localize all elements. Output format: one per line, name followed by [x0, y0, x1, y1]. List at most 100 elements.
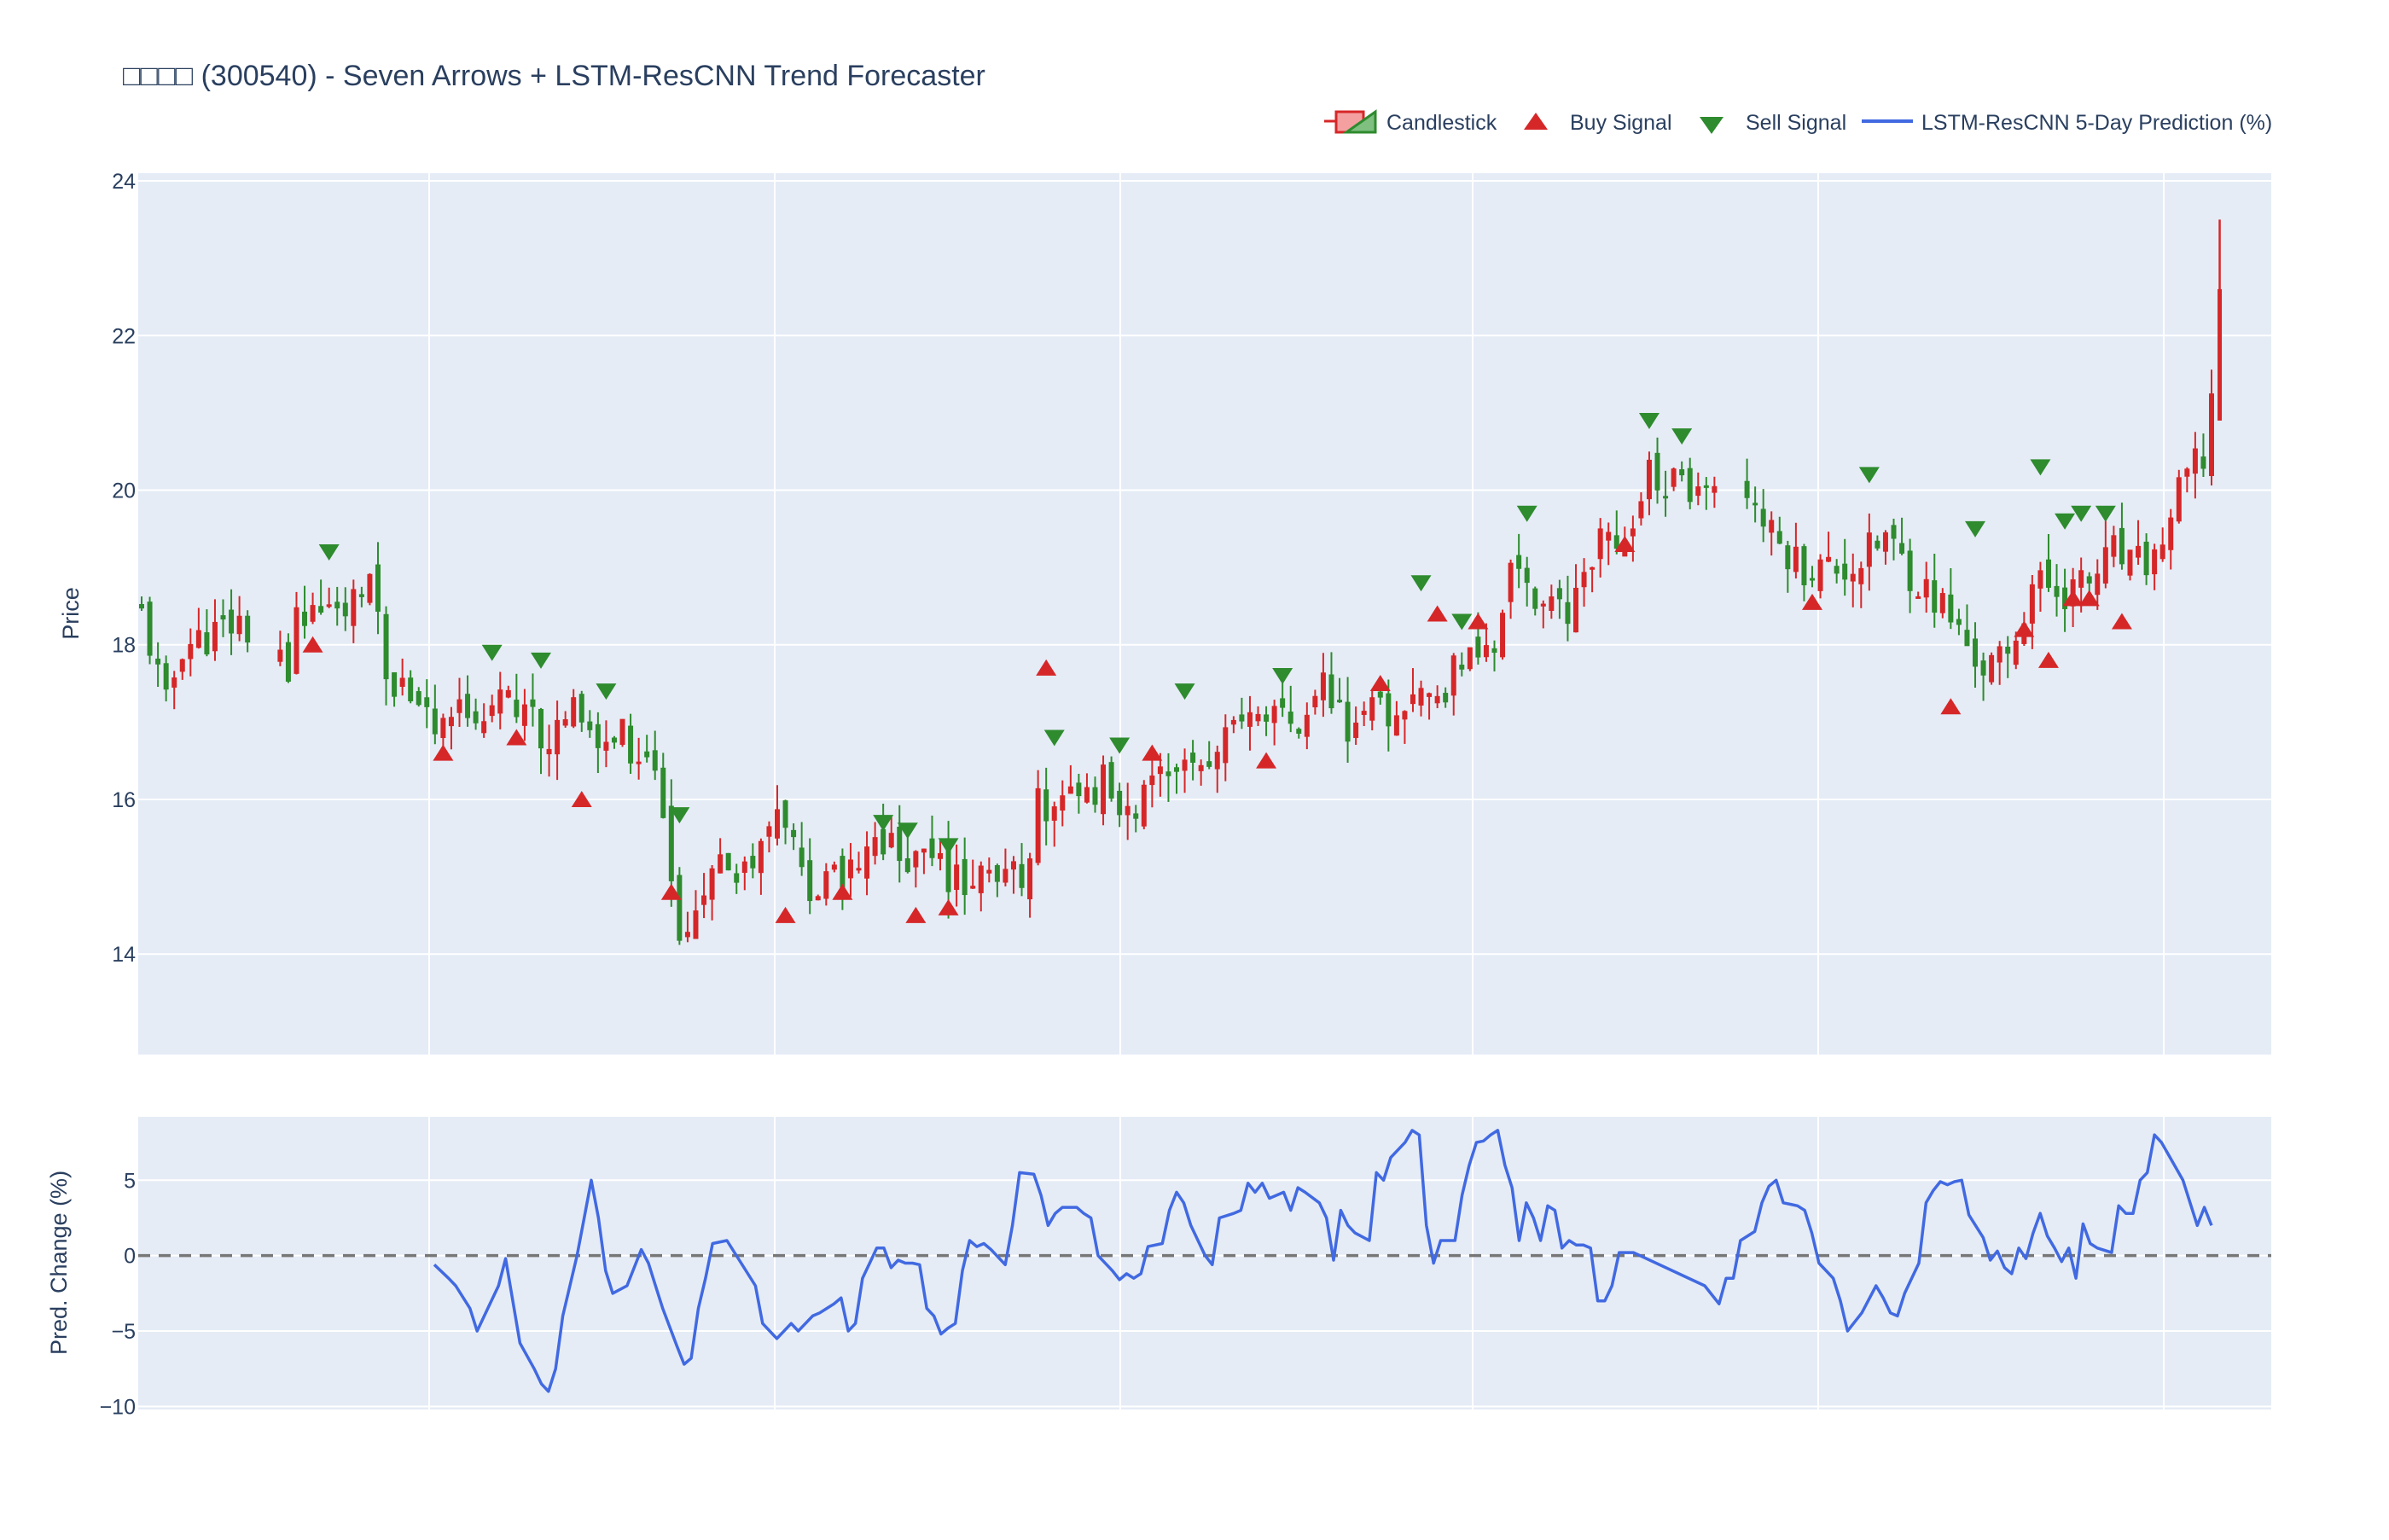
candle [236, 596, 242, 642]
sell-signal-marker [1965, 520, 1986, 538]
candle [1679, 461, 1685, 482]
candle-body [2218, 288, 2223, 421]
candle-body [334, 601, 340, 609]
sell-signal-series [318, 412, 2116, 855]
candle [1932, 553, 1938, 628]
candle [2200, 433, 2206, 478]
candle-body [978, 865, 984, 893]
candle [2136, 520, 2142, 565]
legend-item-candlestick[interactable]: Candlestick [1324, 109, 1497, 135]
chart-title: □□□□ (300540) - Seven Arrows + LSTM-ResC… [123, 60, 985, 92]
candle [367, 572, 373, 606]
candle-body [1443, 693, 1449, 703]
candle [318, 579, 324, 615]
candle-body [1679, 469, 1685, 476]
candle-body [1875, 540, 1880, 549]
candle-body [179, 659, 185, 672]
candle-body [1141, 784, 1147, 827]
candle-body [815, 896, 821, 901]
candle [1817, 554, 1823, 599]
candle-body [1695, 486, 1701, 497]
candle-body [881, 828, 886, 855]
buy-signal-marker [2037, 651, 2059, 668]
candle-body [718, 854, 724, 874]
candle-body [351, 589, 357, 626]
candle-body [774, 809, 780, 839]
candle [1402, 710, 1408, 744]
candle-body [1288, 712, 1293, 724]
candle [636, 737, 642, 780]
candle-body [1084, 787, 1090, 803]
candle-body [1565, 601, 1571, 625]
candle [1516, 533, 1522, 589]
candle-body [1613, 535, 1619, 549]
candle [1744, 458, 1750, 509]
candle [807, 838, 813, 915]
candle [1834, 559, 1840, 584]
candle-body [2159, 544, 2165, 560]
buy-signal-marker [1142, 744, 1163, 761]
price-ytick-label: 20 [112, 479, 136, 503]
legend-label-prediction: LSTM-ResCNN 5-Day Prediction (%) [1921, 111, 2272, 135]
prediction-grid [138, 1117, 2271, 1409]
candle [628, 713, 634, 774]
sell-signal-marker [2030, 459, 2051, 476]
candle-body [929, 838, 935, 858]
candle [1010, 856, 1016, 894]
candle [277, 631, 283, 666]
buy-signal-marker [938, 898, 959, 915]
buy-signal-marker [832, 883, 853, 900]
candle [1980, 652, 1986, 701]
candle [1271, 700, 1277, 746]
candle-body [1785, 545, 1791, 570]
sell-signal-marker [669, 807, 690, 824]
sell-signal-marker [1516, 505, 1537, 522]
candle-body [2078, 570, 2084, 588]
candle-body [1753, 503, 1758, 506]
candle [1508, 559, 1514, 619]
candle [1304, 702, 1310, 750]
candle-body [652, 750, 658, 771]
candle [1613, 510, 1619, 555]
candle-body [2136, 545, 2142, 558]
candle-body [1475, 636, 1481, 658]
candle-body [1043, 789, 1049, 822]
candle-body [212, 621, 218, 652]
candle [1638, 492, 1644, 526]
candle-body [994, 865, 1000, 882]
legend-item-buy[interactable]: Buy Signal [1524, 111, 1672, 135]
candle-body [367, 573, 373, 603]
candle [1320, 653, 1326, 718]
candle [351, 579, 357, 643]
candle [1206, 741, 1212, 770]
candle-body [750, 856, 756, 869]
candle-body [921, 848, 927, 853]
candle-body [1117, 790, 1123, 816]
candle [718, 838, 724, 874]
candle-body [1500, 613, 1506, 658]
candle-body [856, 868, 862, 871]
candle-body [1549, 596, 1555, 611]
candle-body [1826, 556, 1832, 562]
candle-body [530, 699, 536, 707]
candle-body [489, 705, 495, 717]
candle [1663, 470, 1669, 517]
candle-body [938, 852, 944, 859]
candle [310, 592, 316, 625]
candle-body [1239, 714, 1245, 722]
legend-item-prediction[interactable]: LSTM-ResCNN 5-Day Prediction (%) [1862, 111, 2272, 135]
candle-body [521, 704, 527, 726]
candle-body [424, 697, 430, 707]
candle-body [408, 677, 414, 701]
candle [497, 671, 503, 729]
prediction-axis-label: Pred. Change (%) [46, 1171, 72, 1355]
candle [954, 844, 960, 907]
candle-body [465, 694, 471, 718]
candle [1141, 780, 1147, 829]
legend-item-sell[interactable]: Sell Signal [1700, 111, 1846, 135]
candle [799, 822, 805, 876]
candle-body [326, 604, 332, 607]
candle-body [342, 602, 348, 617]
candle [326, 587, 332, 608]
candle [1646, 451, 1652, 515]
